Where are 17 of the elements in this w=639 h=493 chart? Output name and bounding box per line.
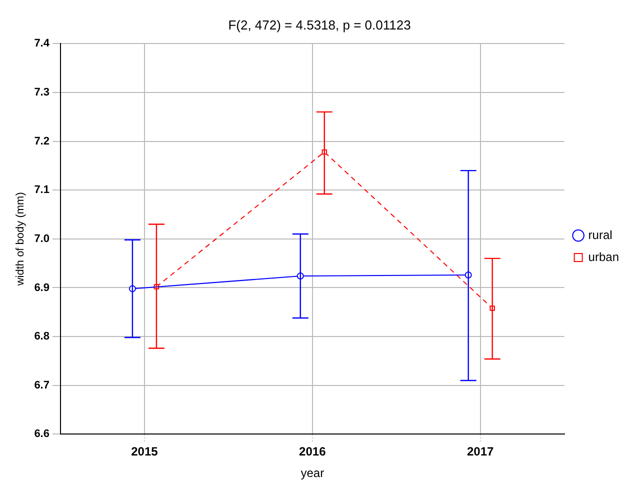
y-tick-label: 6.9 <box>34 282 50 294</box>
legend-label: rural <box>588 228 612 242</box>
x-axis-title: year <box>300 466 324 480</box>
y-axis-title: width of body (mm) <box>14 192 27 287</box>
y-tick-label: 7.0 <box>34 232 50 245</box>
y-tick-label: 7.1 <box>34 184 50 196</box>
y-tick-label: 6.6 <box>34 428 50 440</box>
x-tick-label: 2015 <box>131 444 158 459</box>
y-tick-label: 7.3 <box>34 86 50 98</box>
legend-label: urban <box>588 250 620 264</box>
y-tick-label: 6.8 <box>34 330 50 343</box>
x-tick-label: 2016 <box>299 444 326 459</box>
y-tick-label: 7.4 <box>34 38 50 50</box>
chart-title: F(2, 472) = 4.5318, p = 0.01123 <box>228 17 411 32</box>
y-tick-label: 6.7 <box>34 379 50 392</box>
x-tick-label: 2017 <box>466 444 494 459</box>
y-tick-label: 7.2 <box>34 135 50 148</box>
